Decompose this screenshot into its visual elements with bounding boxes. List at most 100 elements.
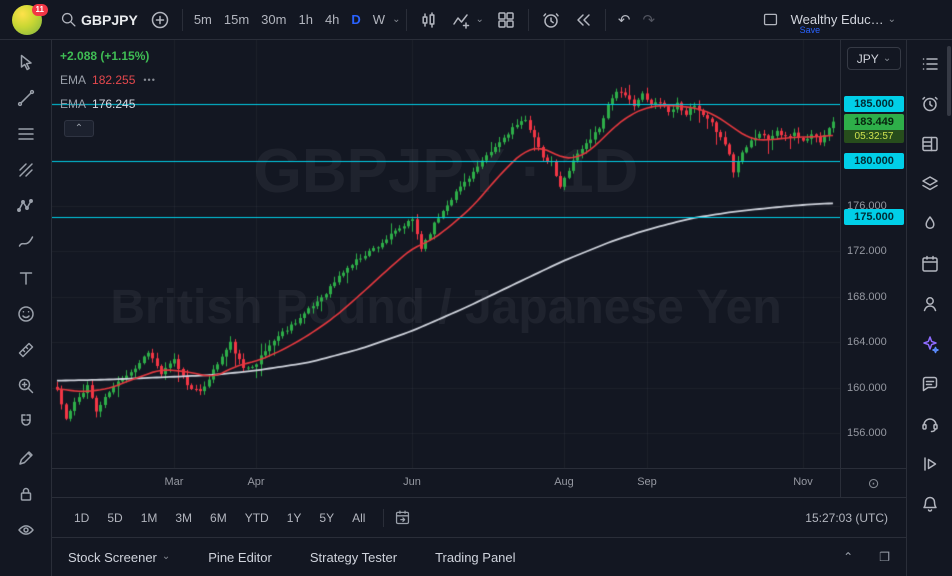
drawing-toolbar — [0, 40, 52, 576]
alerts-button[interactable] — [913, 92, 947, 116]
candlestick-chart-canvas[interactable] — [52, 40, 840, 468]
range-all[interactable]: All — [352, 510, 366, 525]
range-1m[interactable]: 1M — [140, 510, 158, 525]
ema-fast-label[interactable]: EMA — [60, 73, 87, 87]
multichart-layout-button[interactable] — [490, 6, 522, 34]
watchlist-button[interactable] — [913, 52, 947, 76]
price-tick: 172.000 — [847, 245, 887, 257]
timeframe-15m[interactable]: 15m — [223, 12, 250, 27]
timeframe-5m[interactable]: 5m — [193, 12, 212, 27]
fib-retracement-tool-button[interactable] — [9, 122, 43, 146]
emoji-tool-button[interactable] — [9, 302, 43, 326]
trend-line-tool-button[interactable] — [9, 86, 43, 110]
ema-slow-label[interactable]: EMA — [60, 97, 87, 111]
range-5y[interactable]: 5Y — [319, 510, 335, 525]
timeframe-group: 5m 15m 30m 1h 4h D W ⌄ — [189, 8, 401, 31]
pitchfork-tool-button[interactable] — [9, 158, 43, 182]
hide-all-drawings-button[interactable] — [9, 518, 43, 542]
magnet-tool-button[interactable] — [9, 410, 43, 434]
ai-assistant-button[interactable] — [913, 332, 947, 356]
broker-logo[interactable]: 11 — [0, 3, 54, 35]
notification-count-badge: 11 — [31, 3, 48, 16]
currency-label: JPY — [856, 51, 879, 66]
layout-select-button[interactable] — [756, 7, 785, 32]
pine-editor-tab[interactable]: Pine Editor — [208, 550, 272, 565]
timeframe-menu-chevron-icon[interactable]: ⌄ — [392, 13, 401, 25]
chart-area[interactable]: GBPJPY · 1D British Pound / Japanese Yen… — [52, 40, 840, 468]
open-panel-button[interactable]: ⌃ — [843, 550, 853, 564]
panel-controls: ⌃ ❐ — [843, 550, 890, 564]
time-axis-label: Nov — [793, 476, 813, 488]
xabcd-pattern-tool-button[interactable] — [9, 194, 43, 218]
redo-button[interactable]: ↷ — [636, 7, 661, 33]
publish-button[interactable] — [913, 452, 947, 476]
symbol-search-button[interactable]: GBPJPY — [54, 7, 144, 32]
text-icon — [19, 272, 32, 285]
measure-tool-button[interactable] — [9, 338, 43, 362]
range-1d[interactable]: 1D — [74, 510, 90, 525]
data-window-button[interactable] — [913, 132, 947, 156]
time-axis[interactable]: Mar Apr Jun Aug Sep Nov ⊙ — [52, 468, 906, 497]
chart-legend: +2.088 (+1.15%) EMA 182.255 ••• EMA 176.… — [60, 50, 158, 121]
legend-collapse-button[interactable]: ⌃ — [64, 120, 94, 137]
last-price-label: 183.449 05:32:57 — [844, 114, 904, 143]
add-symbol-icon — [151, 11, 169, 28]
separator — [604, 8, 606, 31]
timeframe-30m[interactable]: 30m — [261, 12, 287, 27]
price-tick: 164.000 — [847, 336, 887, 348]
range-3m[interactable]: 3M — [175, 510, 193, 525]
timeframe-1d[interactable]: D — [351, 12, 361, 27]
sidebar-scrollbar[interactable] — [947, 46, 951, 116]
range-6m[interactable]: 6M — [210, 510, 227, 525]
lock-all-drawings-button[interactable] — [9, 482, 43, 506]
range-ytd[interactable]: YTD — [244, 510, 269, 525]
currency-selector-button[interactable]: JPY ⌄ — [847, 47, 901, 70]
ideas-button[interactable] — [913, 292, 947, 316]
bar-replay-button[interactable] — [567, 6, 599, 34]
caret-up-icon: ⌃ — [74, 123, 84, 134]
stock-screener-tab[interactable]: Stock Screener ⌄ — [68, 550, 170, 565]
layout-name-button[interactable]: Wealthy Educ… ⌄ — [785, 8, 902, 31]
zoom-tool-button[interactable] — [9, 374, 43, 398]
timeframe-1h[interactable]: 1h — [298, 12, 313, 27]
timeframe-4h[interactable]: 4h — [324, 12, 340, 27]
drawing-mode-button[interactable] — [9, 446, 43, 470]
trading-panel-label: Trading Panel — [435, 549, 516, 565]
restore-panel-button[interactable]: ❐ — [879, 550, 890, 564]
go-to-date-button[interactable] — [394, 509, 411, 526]
session-settings[interactable]: ⊙ — [840, 469, 906, 497]
object-tree-button[interactable] — [913, 172, 947, 196]
brush-tool-button[interactable] — [9, 230, 43, 254]
calendar-button[interactable] — [913, 252, 947, 276]
cursor-tool-button[interactable] — [9, 50, 43, 74]
indicators-button[interactable]: ⌄ — [445, 6, 489, 34]
notifications-button[interactable] — [913, 492, 947, 516]
help-support-button[interactable] — [913, 412, 947, 436]
trading-panel-tab[interactable]: Trading Panel — [435, 550, 515, 565]
time-axis-labels: Mar Apr Jun Aug Sep Nov — [52, 469, 840, 497]
bar-countdown: 05:32:57 — [844, 130, 904, 143]
save-layout-link[interactable]: Save — [799, 25, 821, 35]
timeframe-1w[interactable]: W — [372, 12, 386, 27]
utc-clock[interactable]: 15:27:03 (UTC) — [805, 510, 888, 525]
range-5d[interactable]: 5D — [107, 510, 123, 525]
bar-replay-icon — [577, 13, 590, 26]
range-1y[interactable]: 1Y — [286, 510, 302, 525]
hotlist-button[interactable] — [913, 212, 947, 236]
create-alert-button[interactable] — [535, 6, 567, 34]
indicator-more-icon[interactable]: ••• — [143, 75, 156, 85]
ideas-person-icon — [923, 297, 936, 312]
indicators-templates-chevron-icon[interactable]: ⌄ — [475, 13, 484, 25]
compare-add-symbol-button[interactable] — [144, 6, 176, 34]
xabcd-pattern-icon — [16, 199, 33, 212]
strategy-tester-tab[interactable]: Strategy Tester — [310, 550, 397, 565]
session-clock-icon: ⊙ — [867, 474, 880, 491]
chart-type-candles-icon — [422, 11, 436, 28]
chart-type-button[interactable] — [413, 6, 445, 34]
text-tool-button[interactable] — [9, 266, 43, 290]
undo-button[interactable]: ↶ — [612, 7, 637, 33]
chat-button[interactable] — [913, 372, 947, 396]
workspace: GBPJPY · 1D British Pound / Japanese Yen… — [0, 40, 952, 576]
price-axis[interactable]: JPY ⌄ 176.000 172.000 168.000 164.000 160.00… — [840, 40, 906, 468]
